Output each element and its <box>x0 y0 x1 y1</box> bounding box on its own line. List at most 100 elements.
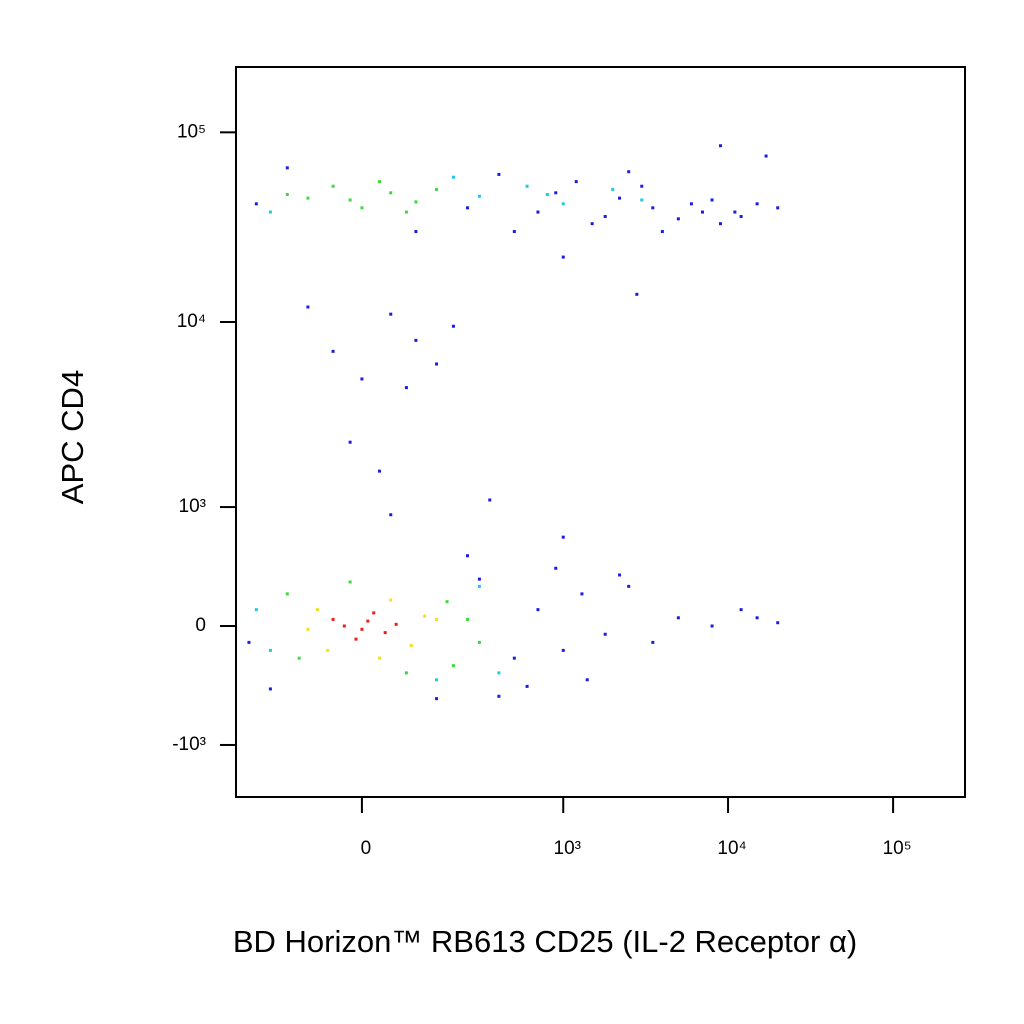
data-point <box>525 184 529 188</box>
y-tick-label: 0 <box>195 615 206 636</box>
data-point <box>254 608 258 612</box>
x-tick-label: 10⁵ <box>883 838 912 859</box>
data-point <box>554 191 558 195</box>
data-point <box>465 617 469 621</box>
data-point <box>739 608 743 612</box>
data-point <box>360 627 364 631</box>
data-point <box>435 617 439 621</box>
data-point <box>404 210 408 214</box>
data-point <box>435 187 439 191</box>
data-point <box>561 202 565 206</box>
data-point <box>676 616 680 620</box>
data-point <box>254 202 258 206</box>
data-point <box>306 627 310 631</box>
data-point <box>451 324 455 328</box>
data-point <box>354 637 358 641</box>
data-point <box>414 200 418 204</box>
x-axis-title: BD Horizon™ RB613 CD25 (IL-2 Receptor α) <box>233 924 857 959</box>
data-point <box>640 198 644 202</box>
data-point <box>465 206 469 210</box>
data-point <box>378 469 382 473</box>
data-point <box>378 656 382 660</box>
data-point <box>635 292 639 296</box>
x-tick-label: 10³ <box>554 838 581 859</box>
y-tick-label: 10⁴ <box>177 311 206 332</box>
data-point <box>342 624 346 628</box>
data-point <box>348 580 352 584</box>
data-point <box>404 386 408 390</box>
data-point <box>574 180 578 184</box>
data-point <box>776 206 780 210</box>
data-point <box>445 600 449 604</box>
data-point <box>651 640 655 644</box>
data-point <box>739 215 743 219</box>
data-point <box>590 222 594 226</box>
plot-frame <box>235 66 966 798</box>
data-point <box>306 305 310 309</box>
data-point <box>372 611 376 615</box>
data-point <box>497 671 501 675</box>
data-point <box>383 631 387 635</box>
data-point <box>755 616 759 620</box>
data-point <box>435 697 439 701</box>
data-point <box>404 671 408 675</box>
data-point <box>389 598 393 602</box>
data-point <box>326 648 330 652</box>
data-point <box>268 210 272 214</box>
data-point <box>627 584 631 588</box>
data-point <box>618 196 622 200</box>
x-tick-label: 10⁴ <box>717 838 746 859</box>
data-point <box>477 194 481 198</box>
data-point <box>603 215 607 219</box>
y-tick-label: 10³ <box>179 496 206 517</box>
data-point <box>348 198 352 202</box>
data-point <box>465 554 469 558</box>
data-point <box>297 656 301 660</box>
data-point <box>764 154 768 158</box>
data-point <box>640 184 644 188</box>
data-point <box>360 206 364 210</box>
data-point <box>414 338 418 342</box>
data-point <box>488 498 492 502</box>
data-point <box>512 656 516 660</box>
data-point <box>561 255 565 259</box>
data-point <box>718 222 722 226</box>
data-point <box>627 170 631 174</box>
data-point <box>423 614 427 618</box>
data-point <box>451 175 455 179</box>
data-point <box>733 210 737 214</box>
y-tick-label: -10³ <box>172 734 206 755</box>
data-point <box>512 230 516 234</box>
data-point <box>676 217 680 221</box>
data-point <box>545 193 549 197</box>
data-point <box>435 362 439 366</box>
data-point <box>306 196 310 200</box>
data-point <box>331 184 335 188</box>
data-point <box>651 206 655 210</box>
data-point <box>315 608 319 612</box>
data-point <box>618 573 622 577</box>
data-point <box>585 678 589 682</box>
data-point <box>561 535 565 539</box>
data-point <box>660 230 664 234</box>
x-tick-label: 0 <box>361 838 372 859</box>
data-point <box>414 230 418 234</box>
y-axis-title: APC CD4 <box>55 370 90 504</box>
data-point <box>409 644 413 648</box>
data-point <box>536 608 540 612</box>
data-point <box>435 678 439 682</box>
data-point <box>451 664 455 668</box>
data-point <box>360 377 364 381</box>
data-point <box>477 577 481 581</box>
data-point <box>755 202 759 206</box>
data-point <box>331 349 335 353</box>
data-point <box>497 172 501 176</box>
data-point <box>718 144 722 148</box>
data-point <box>477 640 481 644</box>
data-point <box>394 622 398 626</box>
data-point <box>603 632 607 636</box>
data-point <box>477 584 481 588</box>
data-point <box>389 312 393 316</box>
data-point <box>611 187 615 191</box>
data-point <box>580 592 584 596</box>
